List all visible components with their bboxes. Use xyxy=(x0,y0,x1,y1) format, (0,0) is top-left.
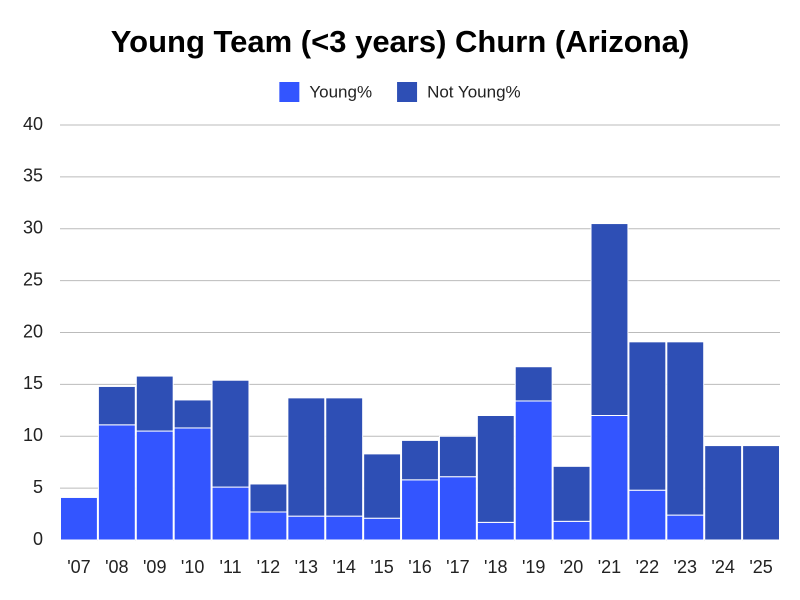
bar-segment xyxy=(666,514,705,541)
legend-label: Not Young% xyxy=(427,82,521,101)
y-tick-label: 20 xyxy=(23,321,43,341)
bar-segment xyxy=(97,424,136,541)
x-tick-label: '13 xyxy=(295,557,318,577)
bar-segment xyxy=(97,385,136,426)
y-tick-label: 15 xyxy=(23,373,43,393)
bar-segment xyxy=(590,415,629,541)
bar-segment xyxy=(287,397,326,517)
bar-segment xyxy=(704,445,743,541)
bar-segment xyxy=(135,375,174,432)
y-tick-label: 10 xyxy=(23,425,43,445)
bar-segment xyxy=(476,415,515,523)
y-tick-label: 35 xyxy=(23,166,43,186)
bar-segment xyxy=(666,341,705,516)
bar-segment xyxy=(628,489,667,541)
y-tick-label: 0 xyxy=(33,529,43,549)
legend-label: Young% xyxy=(309,82,372,101)
y-tick-label: 5 xyxy=(33,477,43,497)
x-tick-label: '20 xyxy=(560,557,583,577)
bar-segment xyxy=(552,520,591,541)
bar-segment xyxy=(401,439,439,481)
bar-segment xyxy=(438,435,477,478)
x-tick-label: '19 xyxy=(522,557,545,577)
x-tick-label: '22 xyxy=(636,557,659,577)
bar-segment xyxy=(476,521,515,541)
bar-segment xyxy=(325,397,364,517)
bar-segment xyxy=(514,366,553,402)
x-tick-label: '14 xyxy=(332,557,355,577)
x-tick-label: '08 xyxy=(105,557,128,577)
bar-segment xyxy=(363,517,402,541)
x-tick-label: '15 xyxy=(370,557,393,577)
x-tick-label: '18 xyxy=(484,557,507,577)
bar-segment xyxy=(552,465,591,522)
bar-segment xyxy=(60,496,98,541)
bar-segment xyxy=(173,427,212,541)
bar-segment xyxy=(628,341,667,491)
bar-segment xyxy=(438,476,477,541)
y-tick-label: 40 xyxy=(23,114,43,134)
bar-segment xyxy=(325,515,364,541)
x-tick-label: '11 xyxy=(219,557,241,577)
bar-segment xyxy=(363,453,402,519)
x-tick-label: '21 xyxy=(598,557,621,577)
y-tick-label: 30 xyxy=(23,218,43,238)
x-tick-label: '23 xyxy=(674,557,697,577)
bar-segment xyxy=(287,515,326,541)
bar-segment xyxy=(211,379,250,488)
legend-swatch xyxy=(279,82,300,102)
bar-segment xyxy=(514,400,553,541)
x-tick-label: '17 xyxy=(446,557,469,577)
y-tick-label: 25 xyxy=(23,269,43,289)
chart-title: Young Team (<3 years) Churn (Arizona) xyxy=(111,24,689,59)
x-tick-label: '09 xyxy=(143,557,166,577)
bar-segment xyxy=(211,486,250,541)
bar-segment xyxy=(590,223,629,416)
bar-segment xyxy=(249,511,288,541)
legend-swatch xyxy=(397,82,418,102)
x-tick-label: '16 xyxy=(408,557,431,577)
bar-segment xyxy=(742,445,781,541)
x-tick-label: '25 xyxy=(749,557,772,577)
bar-segment xyxy=(135,430,174,541)
bar-segment xyxy=(249,483,288,513)
x-tick-label: '24 xyxy=(711,557,734,577)
x-tick-label: '12 xyxy=(257,557,280,577)
bar-segment xyxy=(401,479,439,541)
x-tick-label: '07 xyxy=(67,557,90,577)
x-tick-label: '10 xyxy=(181,557,204,577)
bar-segment xyxy=(173,399,212,429)
